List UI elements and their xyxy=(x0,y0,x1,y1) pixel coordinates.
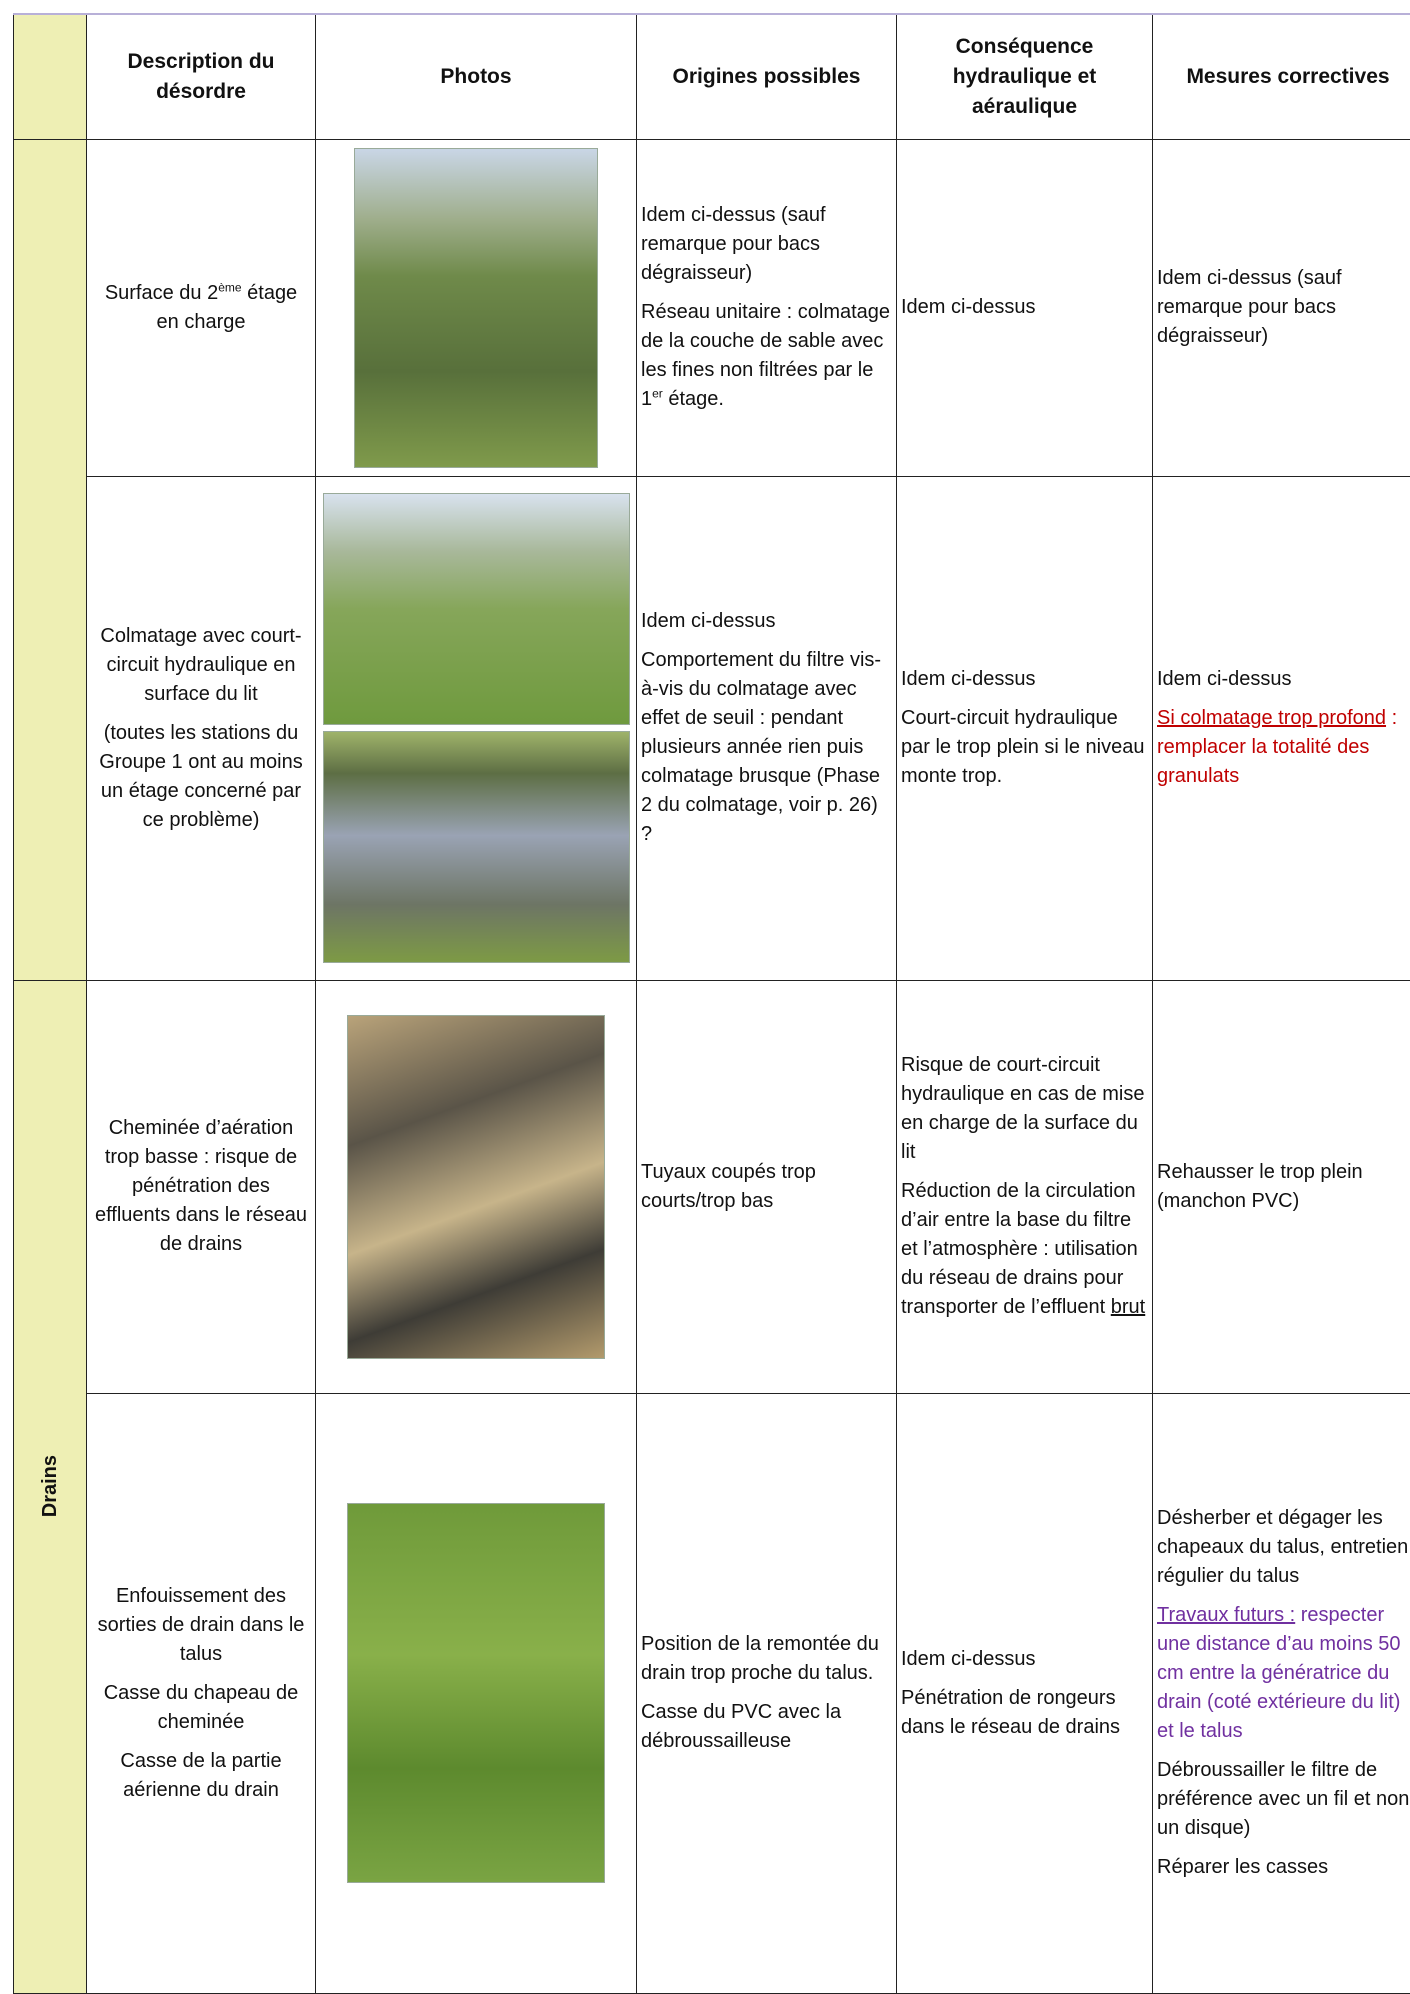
photo xyxy=(323,731,630,963)
paragraph: (toutes les stations du Groupe 1 ont au … xyxy=(93,719,309,835)
paragraph: Cheminée d’aération trop basse : risque … xyxy=(93,1114,309,1259)
row: Surface du 2ème étage en charge Idem ci-d… xyxy=(14,139,1410,476)
paragraph: Casse du chapeau de cheminée xyxy=(93,1679,309,1737)
paragraph: Réduction de la circulation d’air entre … xyxy=(901,1177,1148,1322)
text-run: brut xyxy=(1111,1296,1145,1318)
consequence-cell: Idem ci-dessus Pénétration de rongeurs da… xyxy=(897,1393,1153,1993)
origins-cell: Tuyaux coupés trop courts/trop bas xyxy=(637,980,897,1393)
paragraph: Position de la remontée du drain trop pr… xyxy=(641,1630,892,1688)
header-cell: Origines possibles xyxy=(637,14,897,139)
paragraph: Casse de la partie aérienne du drain xyxy=(93,1747,309,1805)
measures-cell: Désherber et dégager les chapeaux du tal… xyxy=(1153,1393,1410,1993)
paragraph: Idem ci-dessus xyxy=(901,293,1148,322)
photos-cell xyxy=(316,1393,637,1993)
paragraph: Risque de court-circuit hydraulique en c… xyxy=(901,1051,1148,1167)
description-cell: Colmatage avec court-circuit hydraulique… xyxy=(87,476,316,980)
row: Enfouissement des sorties de drain dans … xyxy=(14,1393,1410,1993)
category-cell xyxy=(14,139,87,980)
text-run: ème xyxy=(218,280,241,294)
paragraph: Idem ci-dessus xyxy=(641,607,892,636)
photos-cell xyxy=(316,980,637,1393)
paragraph: Idem ci-dessus (sauf remarque pour bacs … xyxy=(1157,264,1410,351)
photo xyxy=(347,1503,605,1883)
paragraph: Si colmatage trop profond : remplacer la… xyxy=(1157,704,1410,791)
consequence-cell: Idem ci-dessus xyxy=(897,139,1153,476)
text-run: Si colmatage trop profond xyxy=(1157,707,1386,729)
paragraph: Réparer les casses xyxy=(1157,1853,1410,1882)
text-run: Réduction de la circulation d’air entre … xyxy=(901,1180,1138,1318)
category-cell: Drains xyxy=(14,980,87,1993)
paragraph: Débroussailler le filtre de préférence a… xyxy=(1157,1756,1410,1843)
header-cell: Photos xyxy=(316,14,637,139)
photos-cell xyxy=(316,476,637,980)
paragraph: Comportement du filtre vis-à-vis du colm… xyxy=(641,646,892,849)
text-run: Surface du 2 xyxy=(105,282,218,304)
paragraph: Surface du 2ème étage en charge xyxy=(93,279,309,337)
paragraph: Travaux futurs : respecter une distance … xyxy=(1157,1601,1410,1746)
text-run: étage. xyxy=(663,388,724,410)
paragraph: Désherber et dégager les chapeaux du tal… xyxy=(1157,1504,1410,1591)
paragraph: Idem ci-dessus xyxy=(901,665,1148,694)
paragraph: Idem ci-dessus xyxy=(1157,665,1410,694)
header-cell: Description du désordre xyxy=(87,14,316,139)
header-cell xyxy=(14,14,87,139)
paragraph: Enfouissement des sorties de drain dans … xyxy=(93,1582,309,1669)
description-cell: Enfouissement des sorties de drain dans … xyxy=(87,1393,316,1993)
origins-cell: Idem ci-dessus Comportement du filtre vis… xyxy=(637,476,897,980)
consequence-cell: Idem ci-dessus Court-circuit hydraulique … xyxy=(897,476,1153,980)
origins-cell: Idem ci-dessus (sauf remarque pour bacs … xyxy=(637,139,897,476)
text-run: Travaux futurs : xyxy=(1157,1604,1295,1626)
paragraph: Réseau unitaire : colmatage de la couche… xyxy=(641,298,892,414)
paragraph: Colmatage avec court-circuit hydraulique… xyxy=(93,622,309,709)
measures-cell: Rehausser le trop plein (manchon PVC) xyxy=(1153,980,1410,1393)
photos-cell xyxy=(316,139,637,476)
photo xyxy=(347,1015,605,1359)
text-run: er xyxy=(652,386,663,400)
paragraph: Idem ci-dessus (sauf remarque pour bacs … xyxy=(641,201,892,288)
header-cell: Conséquence hydraulique et aéraulique xyxy=(897,14,1153,139)
paragraph: Rehausser le trop plein (manchon PVC) xyxy=(1157,1158,1410,1216)
header-cell: Mesures correctives xyxy=(1153,14,1410,139)
paragraph: Pénétration de rongeurs dans le réseau d… xyxy=(901,1684,1148,1742)
paragraph: Court-circuit hydraulique par le trop pl… xyxy=(901,704,1148,791)
row: Colmatage avec court-circuit hydraulique… xyxy=(14,476,1410,980)
description-cell: Cheminée d’aération trop basse : risque … xyxy=(87,980,316,1393)
origins-cell: Position de la remontée du drain trop pr… xyxy=(637,1393,897,1993)
measures-cell: Idem ci-dessus Si colmatage trop profond … xyxy=(1153,476,1410,980)
category-label: Drains xyxy=(36,1455,65,1517)
measures-cell: Idem ci-dessus (sauf remarque pour bacs … xyxy=(1153,139,1410,476)
photo xyxy=(323,493,630,725)
description-cell: Surface du 2ème étage en charge xyxy=(87,139,316,476)
consequence-cell: Risque de court-circuit hydraulique en c… xyxy=(897,980,1153,1393)
paragraph: Idem ci-dessus xyxy=(901,1645,1148,1674)
paragraph: Tuyaux coupés trop courts/trop bas xyxy=(641,1158,892,1216)
photo xyxy=(354,148,598,468)
paragraph: Casse du PVC avec la débroussailleuse xyxy=(641,1698,892,1756)
